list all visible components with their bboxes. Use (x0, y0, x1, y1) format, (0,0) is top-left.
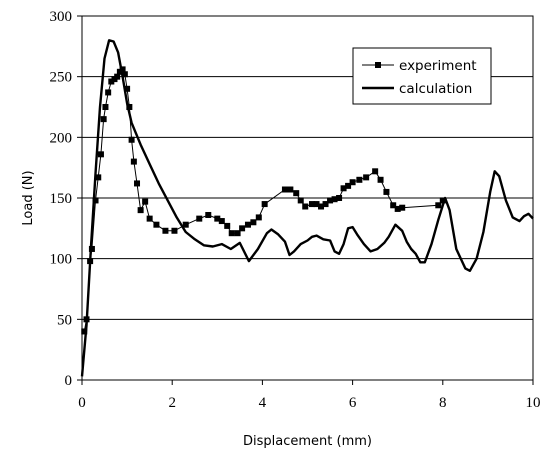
experiment-point-35 (239, 225, 246, 232)
experiment-point-22 (142, 198, 149, 205)
experiment-point-12 (114, 73, 121, 80)
legend-label-experiment: experiment (399, 58, 477, 74)
grid-lines (82, 76, 533, 320)
experiment-point-19 (130, 158, 137, 165)
experiment-point-48 (322, 201, 329, 208)
series-layer (80, 39, 534, 377)
experiment-point-4 (92, 197, 99, 204)
experiment-point-38 (255, 214, 262, 221)
experiment-point-28 (196, 215, 203, 222)
experiment-point-21 (137, 207, 144, 214)
series-line-calculation (80, 39, 534, 377)
experiment-point-59 (383, 188, 390, 195)
y-tick-label-4: 200 (50, 130, 73, 146)
experiment-point-16 (124, 85, 131, 92)
experiment-point-29 (205, 211, 212, 218)
experiment-point-0 (81, 328, 88, 335)
experiment-point-40 (281, 186, 288, 193)
series-line-experiment (83, 68, 444, 332)
experiment-point-51 (336, 195, 343, 201)
experiment-point-43 (297, 197, 304, 204)
experiment-point-37 (250, 219, 257, 226)
legend: experiment calculation (352, 47, 492, 105)
x-tick-label-4: 8 (439, 395, 447, 411)
experiment-point-24 (153, 221, 160, 228)
experiment-point-41 (287, 186, 294, 193)
experiment-point-54 (349, 179, 356, 186)
y-tick-label-5: 250 (50, 70, 73, 86)
y-tick-label-2: 100 (50, 252, 73, 268)
experiment-point-10 (108, 78, 115, 85)
experiment-point-61 (394, 205, 401, 212)
experiment-point-32 (224, 222, 231, 229)
experiment-point-33 (228, 230, 235, 237)
experiment-point-46 (313, 201, 320, 208)
x-tick-label-2: 4 (259, 395, 267, 411)
experiment-point-9 (105, 89, 112, 96)
experiment-point-5 (95, 174, 102, 181)
y-tick-label-6: 300 (50, 9, 73, 25)
experiment-point-3 (88, 245, 95, 252)
experiment-point-27 (182, 221, 189, 228)
experiment-point-2 (87, 258, 94, 265)
x-axis-title: Displacement (mm) (243, 434, 372, 449)
legend-box (352, 47, 492, 105)
experiment-point-50 (331, 196, 338, 203)
experiment-point-49 (327, 197, 334, 204)
experiment-point-7 (100, 116, 107, 123)
x-tick-label-3: 6 (349, 395, 357, 411)
y-tick-label-3: 150 (50, 191, 73, 207)
experiment-point-62 (399, 204, 406, 211)
experiment-point-14 (119, 66, 126, 73)
experiment-point-17 (126, 104, 133, 110)
experiment-point-36 (244, 221, 251, 228)
experiment-point-25 (162, 227, 169, 234)
x-tick-label-5: 10 (526, 395, 541, 411)
experiment-point-6 (97, 151, 104, 158)
experiment-point-60 (390, 202, 397, 209)
experiment-point-23 (146, 215, 153, 222)
experiment-point-52 (340, 185, 347, 192)
experiment-point-18 (128, 136, 135, 143)
experiment-point-58 (377, 176, 384, 183)
experiment-point-26 (171, 227, 178, 234)
x-tick-label-1: 2 (168, 395, 176, 411)
experiment-point-42 (293, 190, 300, 197)
experiment-point-56 (363, 174, 370, 181)
legend-label-calculation: calculation (399, 81, 472, 97)
experiment-point-8 (102, 104, 109, 110)
experiment-point-15 (121, 71, 128, 78)
experiment-point-1 (83, 316, 90, 323)
y-tick-label-1: 50 (57, 312, 72, 328)
experiment-point-30 (214, 215, 221, 222)
x-tick-label-0: 0 (78, 395, 86, 411)
experiment-point-39 (261, 201, 268, 208)
experiment-point-44 (302, 203, 309, 210)
experiment-point-53 (345, 182, 352, 189)
experiment-point-45 (309, 201, 316, 208)
experiment-point-31 (218, 218, 225, 225)
legend-marker-experiment (375, 62, 381, 68)
experiment-point-64 (439, 197, 446, 204)
experiment-point-47 (318, 203, 325, 210)
axis-ticks: 0 50 100 150 200 250 300 0 2 4 6 8 10 (50, 9, 541, 411)
experiment-point-55 (356, 176, 363, 183)
experiment-point-63 (435, 202, 442, 209)
experiment-point-57 (372, 168, 379, 175)
experiment-point-20 (134, 180, 141, 187)
y-tick-label-0: 0 (65, 373, 73, 389)
experiment-point-34 (234, 230, 241, 237)
y-axis-title: Load (N) (21, 170, 36, 225)
